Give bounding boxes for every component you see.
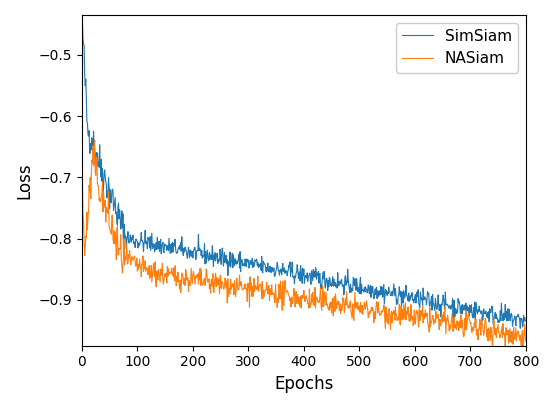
NASiam <box>461 316 468 321</box>
SimSiam <box>517 326 524 330</box>
NASiam <box>337 311 344 316</box>
SimSiam <box>106 206 113 211</box>
Legend: SimSiam, NASiam: SimSiam, NASiam <box>396 22 518 73</box>
NASiam <box>416 307 423 312</box>
SimSiam <box>362 290 368 295</box>
NASiam <box>79 183 86 188</box>
SimSiam <box>416 300 422 305</box>
NASiam <box>349 316 356 321</box>
Y-axis label: Loss: Loss <box>15 162 33 199</box>
NASiam <box>107 228 114 233</box>
Line: NASiam: NASiam <box>83 140 526 354</box>
NASiam <box>91 137 98 142</box>
SimSiam <box>337 281 343 286</box>
SimSiam <box>461 303 468 308</box>
X-axis label: Epochs: Epochs <box>274 375 334 393</box>
NASiam <box>362 307 369 312</box>
SimSiam <box>522 319 529 324</box>
NASiam <box>518 351 525 356</box>
NASiam <box>522 339 529 344</box>
SimSiam <box>348 290 355 295</box>
Line: SimSiam: SimSiam <box>83 22 526 328</box>
SimSiam <box>79 20 86 25</box>
